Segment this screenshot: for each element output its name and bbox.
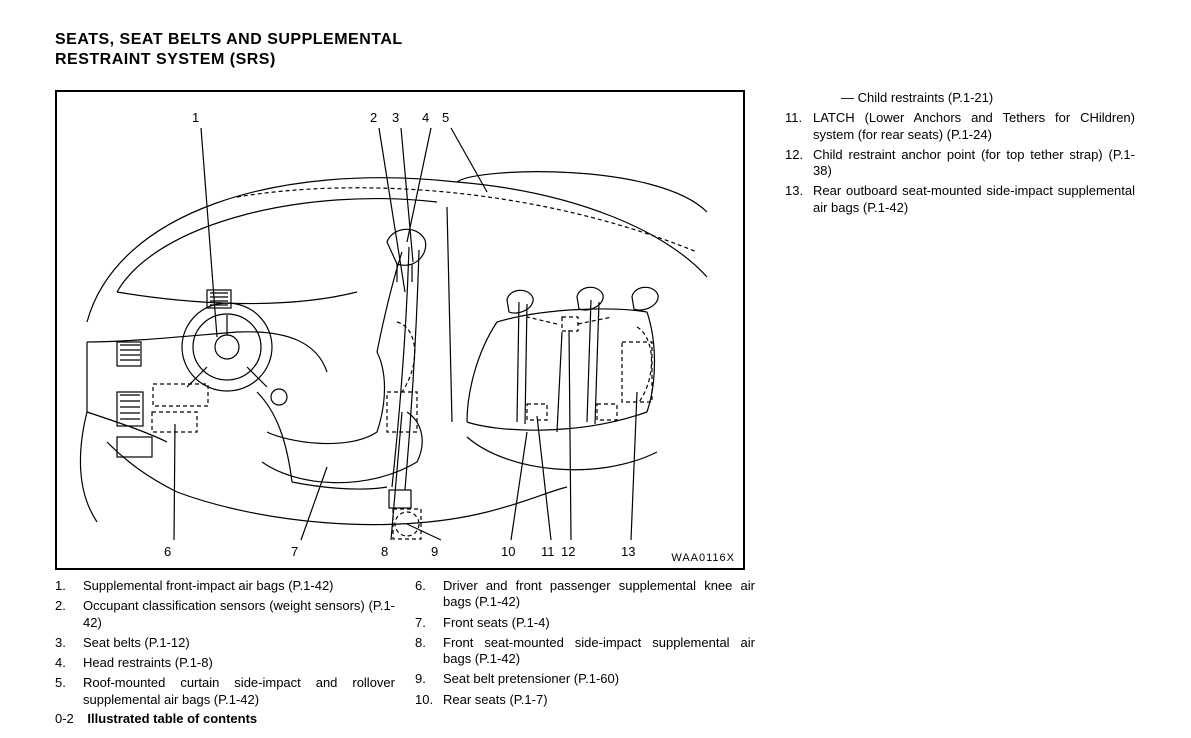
side-legend-label: LATCH (Lower Anchors and Tethers for CHi… [813, 110, 1135, 141]
page-footer: 0-2 Illustrated table of contents [55, 711, 257, 726]
dash-icon: — [841, 90, 858, 105]
legend-item-text: Head restraints (P.1-8) [83, 655, 395, 671]
legend-item: 4.Head restraints (P.1-8) [55, 655, 395, 671]
callout-number-bottom: 7 [291, 544, 298, 559]
callout-number-top: 2 [370, 110, 377, 125]
legend-item: 10.Rear seats (P.1-7) [415, 692, 755, 708]
section-heading: SEATS, SEAT BELTS AND SUPPLEMENTAL RESTR… [55, 30, 1135, 70]
legend-item-text: Seat belt pretensioner (P.1-60) [443, 671, 755, 687]
side-legend-item: 12.Child restraint anchor point (for top… [785, 147, 1135, 180]
legend-item-number: 10. [415, 692, 443, 708]
callout-number-top: 3 [392, 110, 399, 125]
callout-number-bottom: 8 [381, 544, 388, 559]
legend-item-text: Roof-mounted curtain side-impact and rol… [83, 675, 395, 708]
legend-item-number: 1. [55, 578, 83, 594]
side-legend-item: 11.LATCH (Lower Anchors and Tethers for … [785, 110, 1135, 143]
legend-item-number: 7. [415, 615, 443, 631]
callout-number-top: 1 [192, 110, 199, 125]
legend-item: 9.Seat belt pretensioner (P.1-60) [415, 671, 755, 687]
callout-number-top: 5 [442, 110, 449, 125]
side-legend-number: 12. [785, 147, 813, 180]
legend-item: 5.Roof-mounted curtain side-impact and r… [55, 675, 395, 708]
side-legend-label: Child restraint anchor point (for top te… [813, 147, 1135, 178]
side-legend-label: Child restraints (P.1-21) [858, 90, 994, 105]
callout-number-top: 4 [422, 110, 429, 125]
car-interior-diagram [57, 92, 743, 568]
legend-columns: 1.Supplemental front-impact air bags (P.… [55, 578, 755, 712]
side-legend-text: LATCH (Lower Anchors and Tethers for CHi… [813, 110, 1135, 143]
callout-number-bottom: 11 [541, 544, 555, 559]
side-legend-number: 13. [785, 183, 813, 216]
legend-item-text: Seat belts (P.1-12) [83, 635, 395, 651]
legend-item: 3.Seat belts (P.1-12) [55, 635, 395, 651]
legend-item-number: 6. [415, 578, 443, 611]
side-legend-number [813, 90, 841, 106]
side-legend-text: Rear outboard seat-mounted side-impact s… [813, 183, 1135, 216]
legend-item-text: Rear seats (P.1-7) [443, 692, 755, 708]
callout-number-bottom: 12 [561, 544, 575, 559]
legend-item: 7.Front seats (P.1-4) [415, 615, 755, 631]
callout-number-bottom: 6 [164, 544, 171, 559]
side-legend-text: Child restraint anchor point (for top te… [813, 147, 1135, 180]
callout-number-bottom: 13 [621, 544, 635, 559]
side-legend-text: — Child restraints (P.1-21) [841, 90, 1135, 106]
legend-item-text: Front seat-mounted side-impact supplemen… [443, 635, 755, 668]
heading-line-1: SEATS, SEAT BELTS AND SUPPLEMENTAL [55, 31, 403, 48]
side-legend-item: 13.Rear outboard seat-mounted side-impac… [785, 183, 1135, 216]
legend-item-number: 8. [415, 635, 443, 668]
legend-item-text: Supplemental front-impact air bags (P.1-… [83, 578, 395, 594]
heading-line-2: RESTRAINT SYSTEM (SRS) [55, 51, 276, 68]
side-legend-number: 11. [785, 110, 813, 143]
side-legend-label: Rear outboard seat-mounted side-impact s… [813, 183, 1135, 214]
legend-item-text: Front seats (P.1-4) [443, 615, 755, 631]
legend-item-text: Driver and front passenger supplemental … [443, 578, 755, 611]
page-footer-title: Illustrated table of contents [87, 711, 257, 726]
legend-item-number: 2. [55, 598, 83, 631]
callout-number-bottom: 9 [431, 544, 438, 559]
side-legend-item: — Child restraints (P.1-21) [785, 90, 1135, 106]
legend-item: 8.Front seat-mounted side-impact supplem… [415, 635, 755, 668]
legend-item: 1.Supplemental front-impact air bags (P.… [55, 578, 395, 594]
legend-item-number: 5. [55, 675, 83, 708]
figure-frame: WAA0116X 12345678910111213 [55, 90, 745, 570]
legend-item-number: 3. [55, 635, 83, 651]
legend-item: 6.Driver and front passenger supplementa… [415, 578, 755, 611]
legend-side-column: — Child restraints (P.1-21) 11.LATCH (Low… [755, 90, 1135, 220]
figure-id: WAA0116X [671, 552, 735, 564]
legend-item-number: 4. [55, 655, 83, 671]
page-number: 0-2 [55, 711, 74, 726]
legend-item-number: 9. [415, 671, 443, 687]
legend-item-text: Occupant classification sensors (weight … [83, 598, 395, 631]
callout-number-bottom: 10 [501, 544, 515, 559]
legend-item: 2.Occupant classification sensors (weigh… [55, 598, 395, 631]
